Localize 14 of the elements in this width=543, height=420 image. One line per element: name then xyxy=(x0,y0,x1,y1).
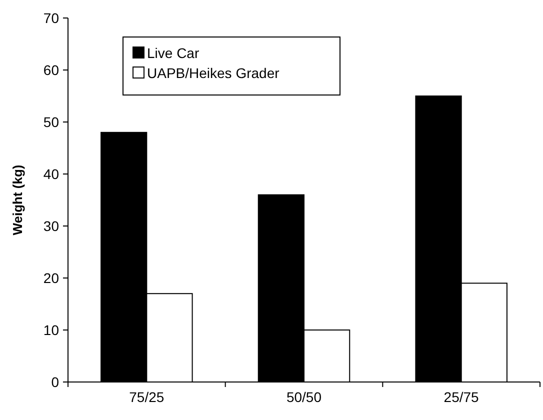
y-tick-label: 20 xyxy=(43,270,60,286)
x-tick-label: 25/75 xyxy=(444,389,480,405)
y-tick-label: 40 xyxy=(43,166,60,182)
y-tick-label: 30 xyxy=(43,218,60,234)
x-tick-label: 75/25 xyxy=(129,389,164,405)
y-tick-label: 10 xyxy=(43,322,60,338)
legend-label: Live Car xyxy=(147,44,200,61)
x-tick-label: 50/50 xyxy=(286,389,322,405)
y-tick-label: 70 xyxy=(43,10,60,26)
y-tick-label: 0 xyxy=(51,374,60,390)
y-tick-label: 60 xyxy=(43,62,60,78)
legend-label: UAPB/Heikes Grader xyxy=(147,64,280,81)
y-tick-label: 50 xyxy=(43,114,60,130)
y-axis-title: Weight (kg) xyxy=(10,164,25,236)
